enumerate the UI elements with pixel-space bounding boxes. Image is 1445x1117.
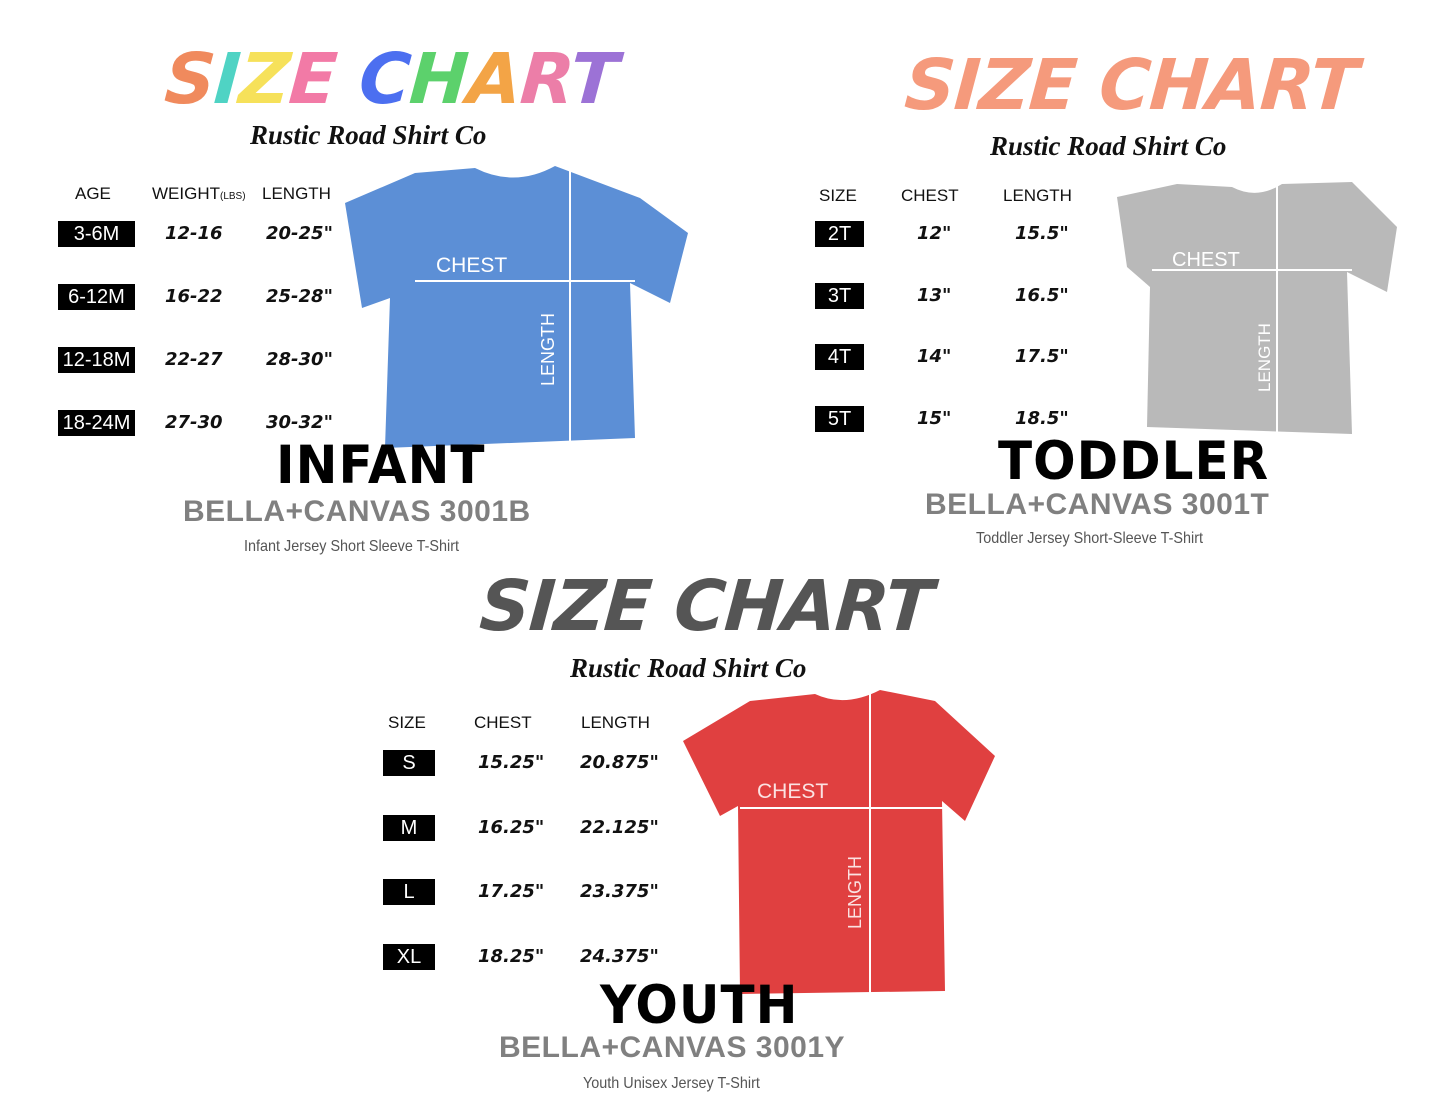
youth-cell-a: 17.25" [478,881,545,902]
infant-cell-b: 30-32" [266,412,333,433]
youth-shirt-shape [683,690,995,994]
toddler-cell-a: 15" [917,407,952,429]
infant-header-weight: WEIGHT(LBS) [152,184,246,204]
infant-size-badge: 3-6M [58,221,135,247]
youth-header-length: LENGTH [581,713,650,732]
infant-brand: Rustic Road Shirt Co [250,120,487,150]
infant-model: BELLA+CANVAS 3001B [183,495,531,528]
title-letter: H [406,38,471,120]
toddler-shirt: CHEST LENGTH [1117,180,1397,437]
title-letter: E [286,38,339,120]
toddler-description: Toddler Jersey Short-Sleeve T-Shirt [976,530,1204,547]
youth-size-badge: XL [383,943,435,970]
infant-header-length: LENGTH [262,184,331,203]
youth-description: Youth Unisex Jersey T-Shirt [583,1075,760,1092]
youth-brand: Rustic Road Shirt Co [570,653,807,683]
toddler-size-badge: 5T [815,405,864,432]
infant-cell-b: 20-25" [266,223,333,244]
youth-size-badge: M [383,814,435,841]
infant-cell-a: 16-22 [165,286,223,307]
infant-description: Infant Jersey Short Sleeve T-Shirt [244,538,460,555]
youth-size-badge: L [383,879,435,905]
weight-label: WEIGHT [152,184,220,203]
youth-cell-b: 22.125" [580,816,659,838]
youth-title: SIZE CHART [477,565,935,647]
toddler-cell-a: 12" [917,223,952,244]
infant-cell-a: 22-27 [165,349,223,370]
title-letter: T [567,38,620,120]
toddler-header-chest: CHEST [901,186,959,205]
toddler-brand: Rustic Road Shirt Co [990,131,1227,161]
youth-cell-a: 16.25" [478,816,545,838]
infant-size-badge: 12-18M [58,347,135,373]
title-letter: R [517,38,574,120]
toddler-length-label: LENGTH [1255,323,1274,392]
youth-cell-b: 24.375" [580,945,659,967]
infant-category: INFANT [276,434,486,496]
infant-cell-b: 25-28" [266,286,333,307]
toddler-title: SIZE CHART [902,44,1360,126]
toddler-cell-b: 16.5" [1015,284,1069,306]
infant-shirt: CHEST LENGTH [345,163,688,448]
youth-header-size: SIZE [388,713,426,732]
youth-cell-a: 15.25" [478,752,545,773]
toddler-size-badge: 2T [815,221,864,247]
youth-header-chest: CHEST [474,713,532,732]
title-letter: A [464,38,524,120]
infant-size-badge: 18-24M [58,410,135,436]
infant-chest-label: CHEST [436,254,507,277]
toddler-cell-b: 18.5" [1015,407,1069,429]
youth-cell-b: 20.875" [580,752,659,773]
toddler-category: TODDLER [998,430,1270,492]
toddler-header-length: LENGTH [1003,186,1072,205]
toddler-header-size: SIZE [819,186,857,205]
infant-size-badge: 6-12M [58,284,135,310]
infant-cell-a: 12-16 [165,223,223,244]
toddler-model: BELLA+CANVAS 3001T [925,488,1270,521]
title-letter: S [162,38,218,120]
youth-cell-a: 18.25" [478,945,545,967]
toddler-chest-label: CHEST [1172,249,1240,271]
infant-shirt-shape [345,166,688,448]
toddler-size-badge: 4T [815,344,864,370]
infant-cell-a: 27-30 [165,412,223,433]
youth-size-badge: S [383,750,435,776]
youth-cell-b: 23.375" [580,881,659,902]
youth-chest-label: CHEST [757,780,828,803]
toddler-size-badge: 3T [815,282,864,309]
weight-unit: (LBS) [220,191,246,202]
youth-category: YOUTH [600,974,799,1036]
toddler-shirt-shape [1117,182,1397,434]
infant-cell-b: 28-30" [266,349,333,370]
infant-length-label: LENGTH [538,313,558,386]
title-letter: Z [236,38,293,120]
toddler-cell-a: 13" [917,284,952,306]
infant-title: SIZE CHART [162,38,620,120]
youth-length-label: LENGTH [845,856,865,929]
toddler-cell-b: 17.5" [1015,346,1069,367]
title-letter: C [356,38,413,120]
toddler-cell-a: 14" [917,346,952,367]
youth-model: BELLA+CANVAS 3001Y [499,1031,846,1064]
toddler-cell-b: 15.5" [1015,223,1069,244]
youth-shirt: CHEST LENGTH [683,690,995,1002]
infant-header-age: AGE [75,184,111,203]
